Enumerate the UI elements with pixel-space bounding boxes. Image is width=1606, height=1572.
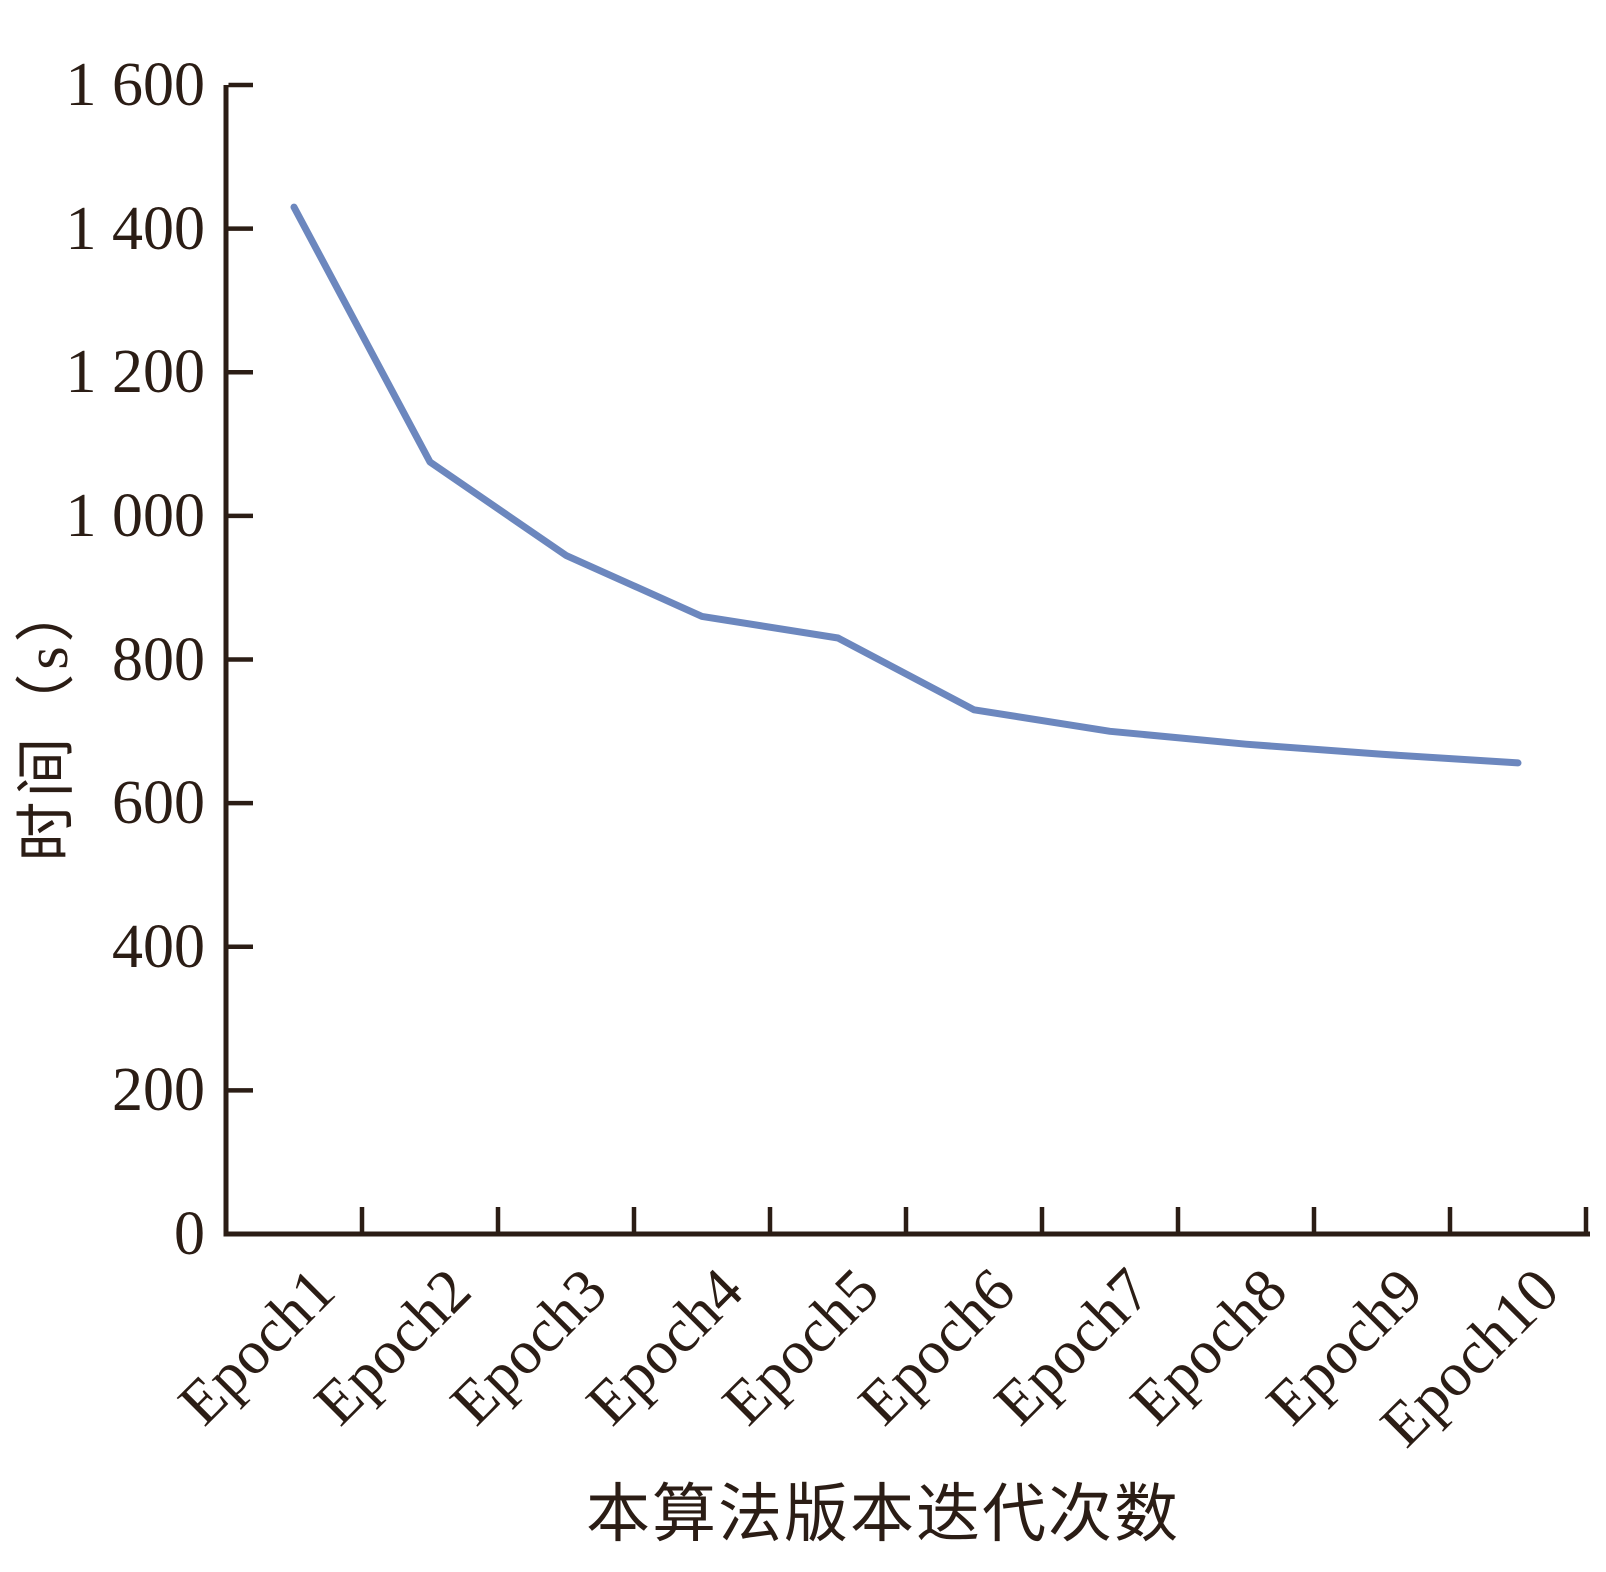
y-tick-label: 1 400 <box>65 194 206 263</box>
y-tick-label: 1 200 <box>65 338 206 407</box>
y-axis-title: 时间（s） <box>14 578 80 862</box>
y-tick-label: 800 <box>112 625 205 694</box>
y-tick-label: 200 <box>112 1056 205 1125</box>
x-axis-title: 本算法版本迭代次数 <box>586 1479 1180 1550</box>
y-tick-label: 0 <box>174 1200 205 1268</box>
y-tick-label: 1 000 <box>65 481 206 550</box>
time-series-line <box>290 203 1522 767</box>
y-tick-label: 600 <box>112 769 205 838</box>
y-tick-label: 400 <box>112 912 205 981</box>
y-tick-label: 1 600 <box>65 51 206 119</box>
